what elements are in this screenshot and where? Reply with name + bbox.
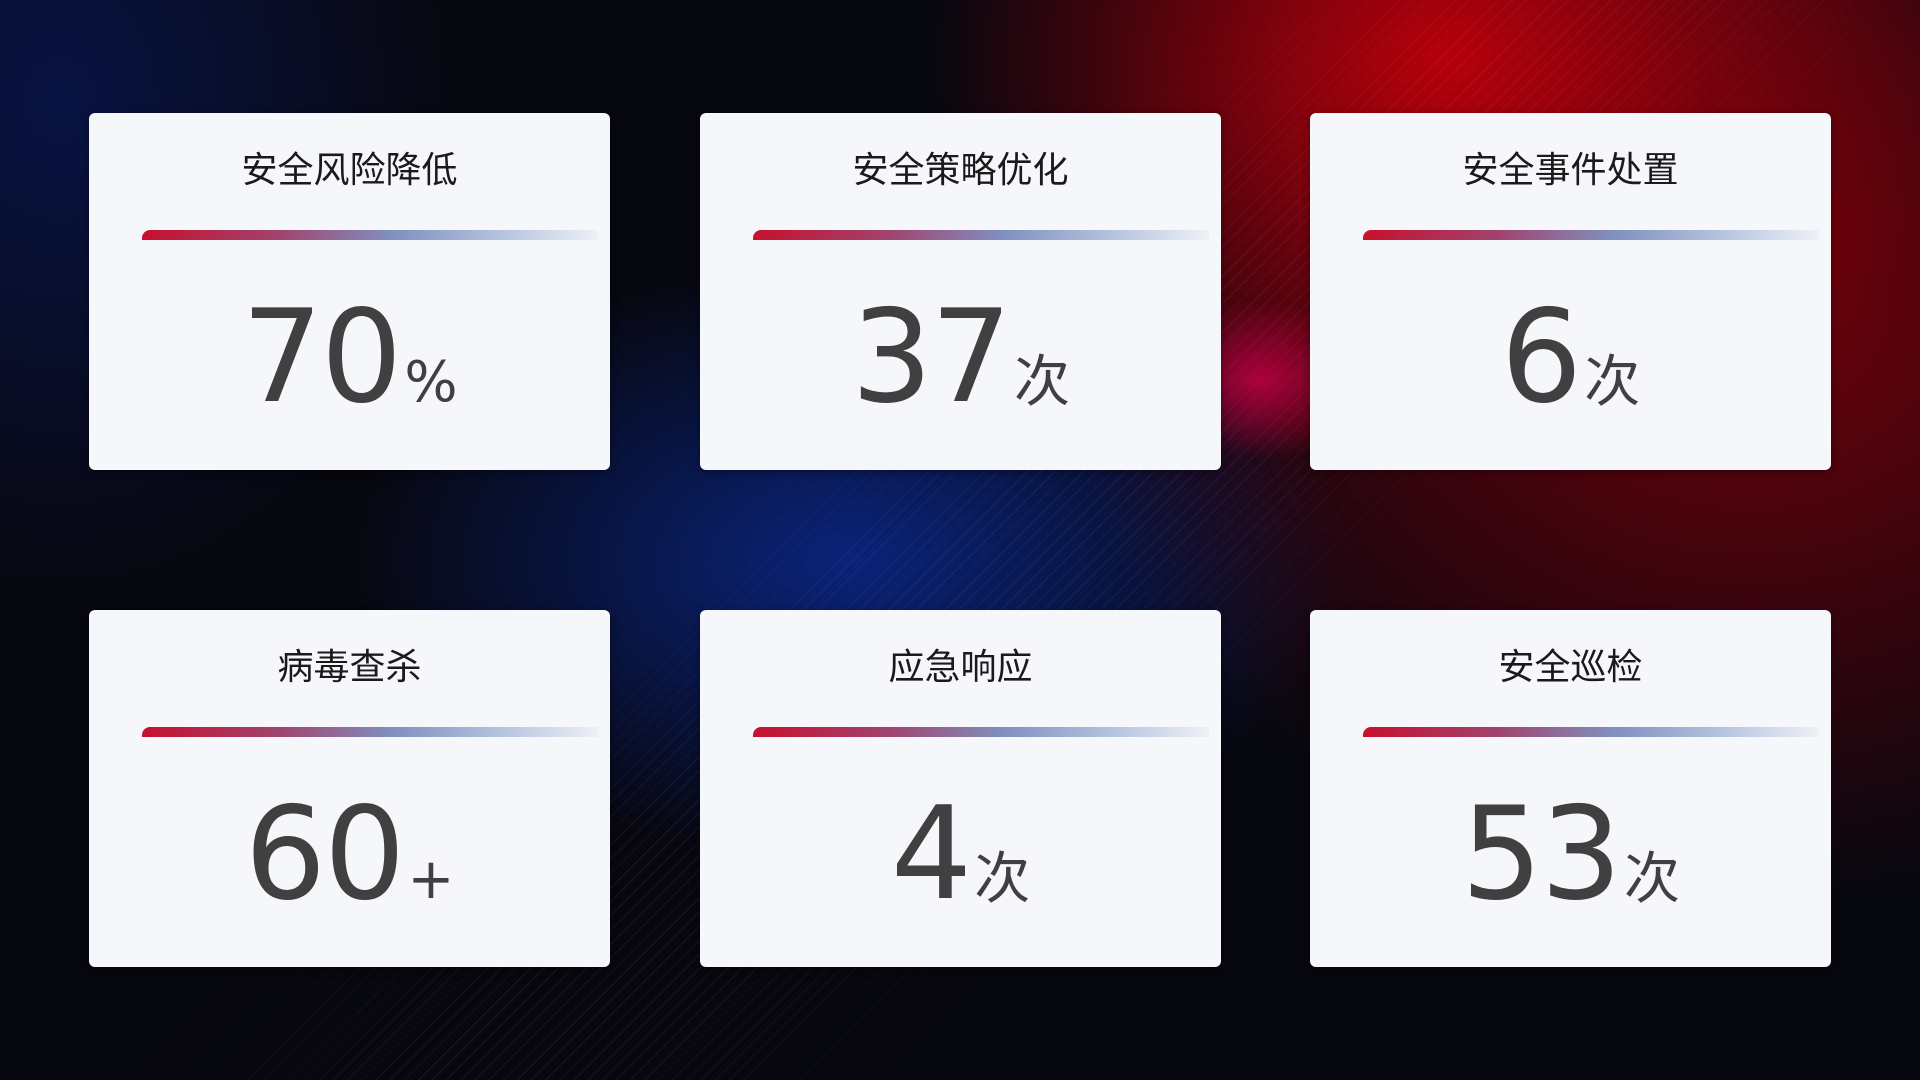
value-number: 70: [241, 283, 402, 432]
value-unit: +: [407, 847, 455, 912]
gradient-divider: [753, 727, 1209, 737]
card-title: 应急响应: [888, 647, 1033, 688]
card-value: 4次: [700, 780, 1221, 929]
stat-card-incident-handling: 安全事件处置 6次: [1310, 113, 1831, 470]
card-value: 70%: [89, 283, 610, 432]
card-title: 安全巡检: [1498, 647, 1643, 688]
value-unit: 次: [1584, 350, 1641, 415]
card-value: 37次: [700, 283, 1221, 432]
card-title: 病毒查杀: [277, 647, 422, 688]
gradient-divider: [1363, 727, 1819, 737]
value-unit: 次: [1013, 350, 1070, 415]
value-unit: %: [404, 350, 458, 415]
stat-card-emergency-response: 应急响应 4次: [700, 610, 1221, 967]
value-number: 6: [1500, 283, 1582, 432]
value-number: 37: [851, 283, 1012, 432]
stat-card-security-inspection: 安全巡检 53次: [1310, 610, 1831, 967]
gradient-divider: [142, 230, 598, 240]
card-title: 安全风险降低: [241, 150, 458, 191]
stat-card-policy-optimization: 安全策略优化 37次: [700, 113, 1221, 470]
card-value: 53次: [1310, 780, 1831, 929]
stat-card-risk-reduction: 安全风险降低 70%: [89, 113, 610, 470]
value-number: 53: [1461, 780, 1622, 929]
card-title: 安全策略优化: [852, 150, 1069, 191]
gradient-divider: [753, 230, 1209, 240]
gradient-divider: [1363, 230, 1819, 240]
gradient-divider: [142, 727, 598, 737]
card-value: 60+: [89, 780, 610, 929]
value-number: 4: [890, 780, 972, 929]
card-title: 安全事件处置: [1462, 150, 1679, 191]
card-value: 6次: [1310, 283, 1831, 432]
stat-card-virus-removal: 病毒查杀 60+: [89, 610, 610, 967]
value-unit: 次: [974, 847, 1031, 912]
value-unit: 次: [1623, 847, 1680, 912]
value-number: 60: [244, 780, 406, 929]
